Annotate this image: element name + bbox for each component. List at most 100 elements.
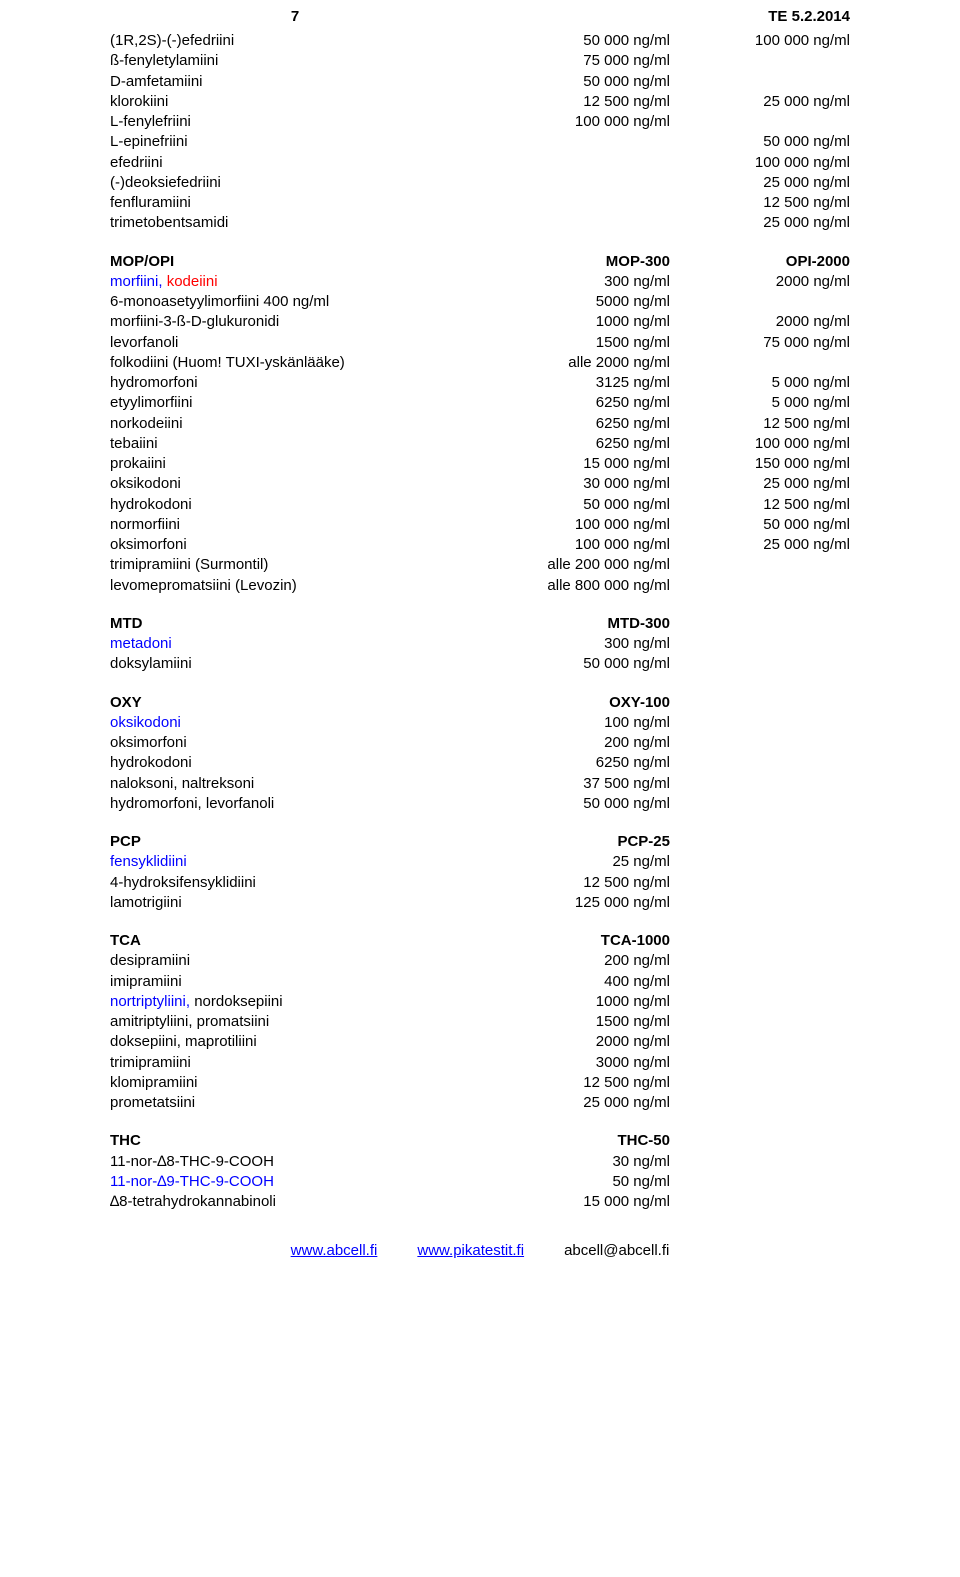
cell-value-1: MTD-300	[440, 614, 670, 634]
cell-value-1: alle 200 000 ng/ml	[440, 555, 670, 575]
cell-substance: L-epinefriini	[110, 132, 440, 152]
table-row: fenfluramiini12 500 ng/ml	[110, 193, 850, 213]
table-row: hydromorfoni3125 ng/ml5 000 ng/ml	[110, 373, 850, 393]
cell-value-1: 6250 ng/ml	[440, 393, 670, 413]
cell-substance: trimetobentsamidi	[110, 213, 440, 233]
footer: www.abcell.fi www.pikatestit.fi abcell@a…	[110, 1242, 850, 1259]
cell-substance: nortriptyliini, nordoksepiini	[110, 992, 440, 1012]
cell-substance: doksepiini, maprotiliini	[110, 1032, 440, 1052]
cell-value-2	[670, 72, 850, 92]
footer-email: abcell@abcell.fi	[564, 1242, 669, 1259]
cell-substance: TCA	[110, 931, 440, 951]
cell-substance: tebaiini	[110, 434, 440, 454]
cell-substance: OXY	[110, 693, 440, 713]
cell-value-2	[670, 774, 850, 794]
footer-link-abcell[interactable]: www.abcell.fi	[291, 1242, 378, 1259]
cell-value-2	[670, 555, 850, 575]
cell-substance: fenfluramiini	[110, 193, 440, 213]
cell-substance: 11-nor-∆9-THC-9-COOH	[110, 1172, 440, 1192]
cell-value-1: 3125 ng/ml	[440, 373, 670, 393]
cell-value-1: 25 ng/ml	[440, 852, 670, 872]
table-row: 11-nor-∆9-THC-9-COOH50 ng/ml	[110, 1172, 850, 1192]
cell-value-2	[670, 693, 850, 713]
cell-substance: PCP	[110, 832, 440, 852]
cell-value-2: 50 000 ng/ml	[670, 515, 850, 535]
cell-value-2: 25 000 ng/ml	[670, 92, 850, 112]
cell-value-1: 3000 ng/ml	[440, 1053, 670, 1073]
cell-value-1: 400 ng/ml	[440, 972, 670, 992]
cell-substance: oksimorfoni	[110, 733, 440, 753]
table-row: fensyklidiini25 ng/ml	[110, 852, 850, 872]
cell-value-2: 100 000 ng/ml	[670, 434, 850, 454]
section-gap	[110, 913, 850, 931]
table-row: 11-nor-∆8-THC-9-COOH30 ng/ml	[110, 1152, 850, 1172]
table-row: levorfanoli1500 ng/ml75 000 ng/ml	[110, 333, 850, 353]
cell-substance: hydromorfoni	[110, 373, 440, 393]
table-row: TCATCA-1000	[110, 931, 850, 951]
cell-substance: hydrokodoni	[110, 495, 440, 515]
table-row: trimetobentsamidi25 000 ng/ml	[110, 213, 850, 233]
cell-substance: MOP/OPI	[110, 252, 440, 272]
cell-value-2	[670, 992, 850, 1012]
cell-value-1: 100 ng/ml	[440, 713, 670, 733]
cell-value-2: 150 000 ng/ml	[670, 454, 850, 474]
cell-value-1: 50 000 ng/ml	[440, 72, 670, 92]
section-gap	[110, 596, 850, 614]
footer-link-pikatestit[interactable]: www.pikatestit.fi	[417, 1242, 524, 1259]
cell-value-2	[670, 1152, 850, 1172]
cell-substance: efedriini	[110, 153, 440, 173]
table-row: MTDMTD-300	[110, 614, 850, 634]
cell-value-2	[670, 1073, 850, 1093]
table-row: klomipramiini12 500 ng/ml	[110, 1073, 850, 1093]
cell-substance: klomipramiini	[110, 1073, 440, 1093]
cell-value-2	[670, 972, 850, 992]
cell-value-2	[670, 1032, 850, 1052]
cell-value-2	[670, 634, 850, 654]
table-row: doksylamiini50 000 ng/ml	[110, 654, 850, 674]
cell-substance: etyylimorfiini	[110, 393, 440, 413]
table-row: L-fenylefriini100 000 ng/ml	[110, 112, 850, 132]
cell-value-1: 30 000 ng/ml	[440, 474, 670, 494]
cell-value-1: PCP-25	[440, 832, 670, 852]
cell-value-1	[440, 132, 670, 152]
cell-value-2: 25 000 ng/ml	[670, 535, 850, 555]
section-gap	[110, 814, 850, 832]
table-row: desipramiini200 ng/ml	[110, 951, 850, 971]
cell-value-1: 100 000 ng/ml	[440, 515, 670, 535]
cell-value-1	[440, 173, 670, 193]
cell-value-1: 25 000 ng/ml	[440, 1093, 670, 1113]
cell-value-1: TCA-1000	[440, 931, 670, 951]
table-row: trimipramiini (Surmontil)alle 200 000 ng…	[110, 555, 850, 575]
table-row: efedriini100 000 ng/ml	[110, 153, 850, 173]
table-row: oksikodoni30 000 ng/ml25 000 ng/ml	[110, 474, 850, 494]
content-area: (1R,2S)-(-)efedriini50 000 ng/ml100 000 …	[110, 31, 850, 1212]
table-row: oksimorfoni200 ng/ml	[110, 733, 850, 753]
cell-substance: THC	[110, 1131, 440, 1151]
cell-value-2	[670, 1131, 850, 1151]
cell-substance: prometatsiini	[110, 1093, 440, 1113]
table-row: ∆8-tetrahydrokannabinoli15 000 ng/ml	[110, 1192, 850, 1212]
cell-substance: levorfanoli	[110, 333, 440, 353]
cell-substance: morfiini-3-ß-D-glukuronidi	[110, 312, 440, 332]
table-row: nortriptyliini, nordoksepiini1000 ng/ml	[110, 992, 850, 1012]
cell-value-2	[670, 1093, 850, 1113]
table-row: (-)deoksiefedriini25 000 ng/ml	[110, 173, 850, 193]
cell-substance: MTD	[110, 614, 440, 634]
cell-substance: L-fenylefriini	[110, 112, 440, 132]
cell-substance: ß-fenyletylamiini	[110, 51, 440, 71]
table-row: tebaiini6250 ng/ml100 000 ng/ml	[110, 434, 850, 454]
table-row: naloksoni, naltreksoni37 500 ng/ml	[110, 774, 850, 794]
table-row: morfiini-3-ß-D-glukuronidi1000 ng/ml2000…	[110, 312, 850, 332]
table-row: doksepiini, maprotiliini2000 ng/ml	[110, 1032, 850, 1052]
cell-value-1: THC-50	[440, 1131, 670, 1151]
cell-substance: oksikodoni	[110, 474, 440, 494]
cell-value-1	[440, 213, 670, 233]
cell-value-2: 2000 ng/ml	[670, 312, 850, 332]
table-row: 4-hydroksifensyklidiini12 500 ng/ml	[110, 873, 850, 893]
cell-value-1: 50 000 ng/ml	[440, 31, 670, 51]
table-row: klorokiini12 500 ng/ml25 000 ng/ml	[110, 92, 850, 112]
cell-substance: doksylamiini	[110, 654, 440, 674]
cell-value-1: 12 500 ng/ml	[440, 1073, 670, 1093]
cell-value-2	[670, 614, 850, 634]
cell-value-1: 37 500 ng/ml	[440, 774, 670, 794]
